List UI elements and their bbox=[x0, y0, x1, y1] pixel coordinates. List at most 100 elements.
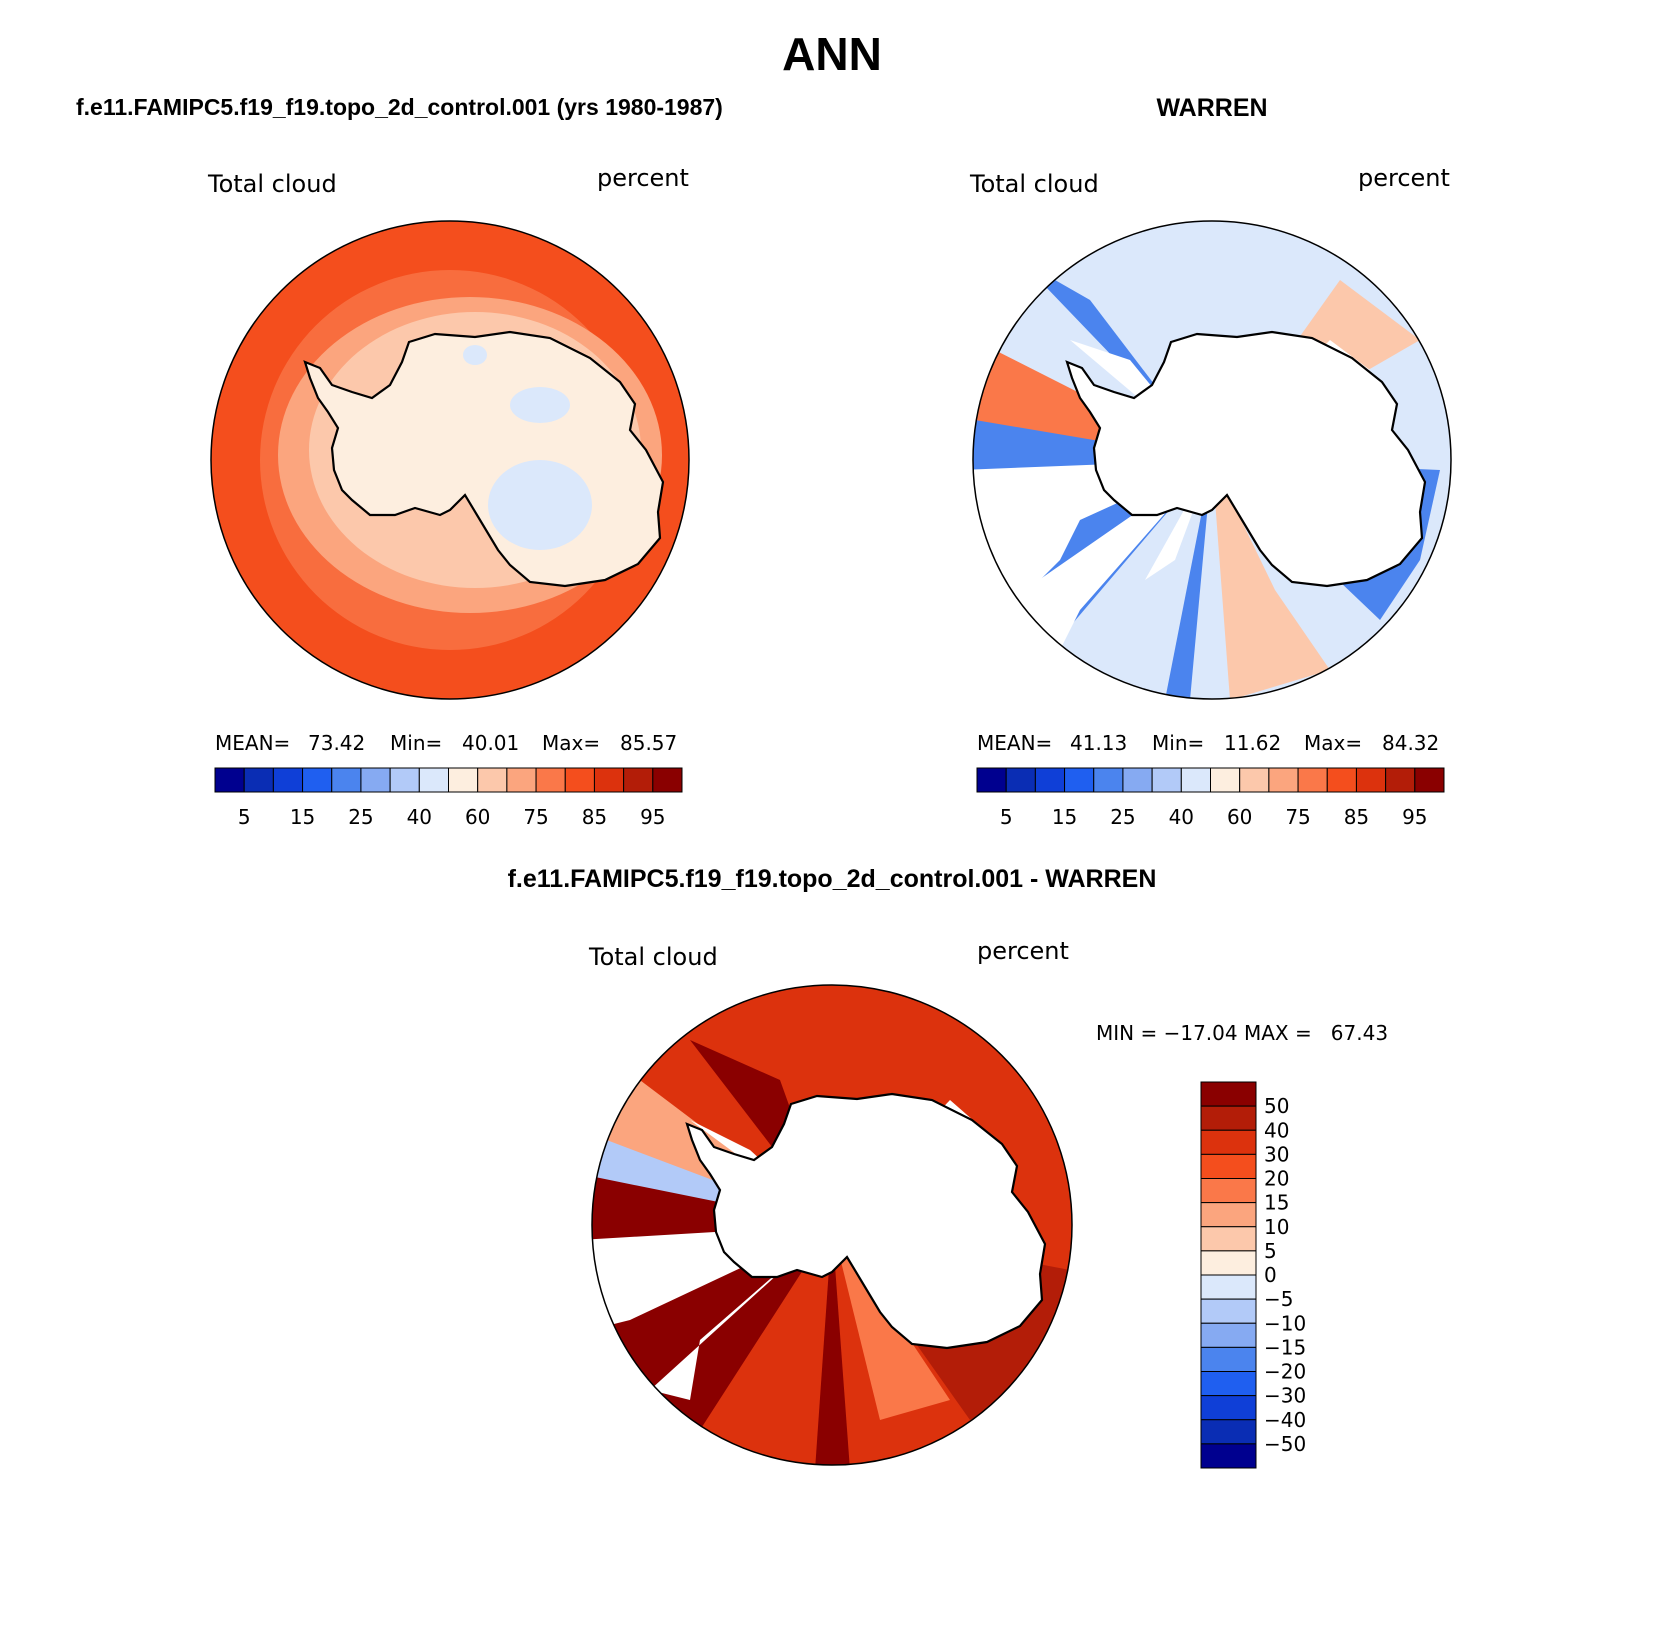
colorbar-tick-label: 50 bbox=[1264, 1094, 1289, 1118]
colorbar-swatch bbox=[1034, 767, 1066, 793]
colorbar-tick-label: 5 bbox=[1000, 805, 1013, 829]
colorbar-swatch bbox=[652, 767, 683, 793]
colorbar-swatch bbox=[535, 767, 566, 793]
colorbar-swatch bbox=[506, 767, 537, 793]
stat-max-value: 85.57 bbox=[620, 731, 677, 755]
colorbar-swatch bbox=[1326, 767, 1357, 793]
colorbar-tick-label: 30 bbox=[1264, 1142, 1289, 1166]
colorbar-swatch bbox=[1122, 767, 1153, 793]
colorbar-tick-label: 15 bbox=[1052, 805, 1077, 829]
colorbar-swatch bbox=[1210, 767, 1241, 793]
panel-3-minmax: MIN = −17.04 MAX = 67.43 bbox=[1096, 1021, 1388, 1045]
colorbar-swatch bbox=[1200, 1153, 1257, 1179]
colorbar-swatch bbox=[1200, 1105, 1257, 1131]
panel-1-units: percent bbox=[597, 164, 689, 192]
colorbar-swatch bbox=[1200, 1274, 1257, 1300]
colorbar-swatch bbox=[1064, 767, 1095, 793]
panel-2-units: percent bbox=[1358, 164, 1450, 192]
stat-mean-label: MEAN= bbox=[977, 731, 1052, 755]
colorbar-swatch bbox=[389, 767, 420, 793]
colorbar-tick-label: 60 bbox=[1227, 805, 1252, 829]
colorbar-swatch bbox=[593, 767, 625, 793]
colorbar-tick-label: −40 bbox=[1264, 1408, 1306, 1432]
colorbar-model: 5 15 25 40 60 75 85 95 bbox=[214, 767, 683, 829]
colorbar-tick-label: 40 bbox=[1169, 805, 1194, 829]
panel-2-title: WARREN bbox=[1156, 94, 1267, 122]
map-diff-field bbox=[592, 985, 1072, 1465]
panel-3-title: f.e11.FAMIPC5.f19_f19.topo_2d_control.00… bbox=[508, 865, 1157, 893]
panel-2-stats: MEAN= 41.13 Min= 11.62 Max= 84.32 bbox=[977, 731, 1439, 755]
colorbar-tick-label: 5 bbox=[238, 805, 251, 829]
colorbar-swatch bbox=[477, 767, 508, 793]
panel-1-variable: Total cloud bbox=[207, 170, 337, 198]
colorbar-tick-label: 40 bbox=[1264, 1118, 1289, 1142]
map-obs-field bbox=[973, 221, 1451, 699]
colorbar-swatch bbox=[1200, 1081, 1257, 1107]
stat-mean-label: MEAN= bbox=[215, 731, 290, 755]
panel-model: Total cloud percent MEAN= 73.42 Min= 40.… bbox=[207, 164, 690, 829]
colorbar-tick-label: 60 bbox=[465, 805, 490, 829]
colorbar-swatch bbox=[1200, 1129, 1257, 1155]
panel-obs: Total cloud percent MEAN= 41.13 Min= 11. bbox=[969, 164, 1452, 829]
colorbar-swatch bbox=[1200, 1226, 1257, 1252]
colorbar-tick-label: 15 bbox=[290, 805, 315, 829]
colorbar-tick-label: 0 bbox=[1264, 1263, 1277, 1287]
colorbar-swatch bbox=[1200, 1395, 1257, 1421]
colorbar-swatch bbox=[418, 767, 449, 793]
stat-min-label: Min= bbox=[390, 731, 442, 755]
colorbar-tick-label: 10 bbox=[1264, 1215, 1289, 1239]
panel-1-title: f.e11.FAMIPC5.f19_f19.topo_2d_control.00… bbox=[76, 94, 723, 120]
colorbar-swatch bbox=[1200, 1298, 1257, 1324]
colorbar-swatch bbox=[1297, 767, 1328, 793]
colorbar-tick-label: −20 bbox=[1264, 1360, 1306, 1384]
colorbar-swatch bbox=[1200, 1322, 1257, 1348]
colorbar-tick-label: 75 bbox=[1285, 805, 1310, 829]
colorbar-swatch bbox=[1180, 767, 1211, 793]
season-title: ANN bbox=[782, 28, 882, 80]
colorbar-swatch bbox=[448, 767, 479, 793]
colorbar-swatch bbox=[1200, 1346, 1257, 1372]
stat-max-label: Max= bbox=[542, 731, 600, 755]
colorbar-swatch bbox=[1385, 767, 1416, 793]
panel-diff: Total cloud percent MIN = −17.04 MAX = 6… bbox=[588, 937, 1388, 1469]
colorbar-swatch bbox=[1268, 767, 1299, 793]
colorbar-swatch bbox=[1200, 1371, 1257, 1397]
colorbar-tick-label: 95 bbox=[640, 805, 665, 829]
colorbar-tick-label: 15 bbox=[1264, 1191, 1289, 1215]
colorbar-tick-label: −50 bbox=[1264, 1432, 1306, 1456]
colorbar-swatch bbox=[1200, 1443, 1257, 1469]
colorbar-tick-label: −15 bbox=[1264, 1335, 1306, 1359]
colorbar-tick-label: 25 bbox=[348, 805, 373, 829]
colorbar-swatch bbox=[976, 767, 1007, 793]
colorbar-swatch bbox=[1200, 1178, 1257, 1204]
colorbar-swatch bbox=[302, 767, 333, 793]
colorbar-swatch bbox=[214, 767, 245, 793]
stat-min-value: 11.62 bbox=[1224, 731, 1281, 755]
colorbar-tick-label: 95 bbox=[1402, 805, 1427, 829]
colorbar-swatch bbox=[331, 767, 362, 793]
panel-3-variable: Total cloud bbox=[588, 943, 718, 971]
colorbar-swatch bbox=[1093, 767, 1124, 793]
colorbar-swatch bbox=[1200, 1250, 1257, 1276]
colorbar-swatch bbox=[623, 767, 654, 793]
colorbar-tick-label: 20 bbox=[1264, 1167, 1289, 1191]
colorbar-swatch bbox=[1005, 767, 1036, 793]
panel-1-stats: MEAN= 73.42 Min= 40.01 Max= 85.57 bbox=[215, 731, 677, 755]
map-model-field bbox=[211, 221, 689, 699]
stat-mean-value: 41.13 bbox=[1070, 731, 1127, 755]
colorbar-swatch bbox=[1200, 1202, 1257, 1228]
colorbar-tick-label: −5 bbox=[1264, 1287, 1293, 1311]
colorbar-tick-label: −10 bbox=[1264, 1311, 1306, 1335]
colorbar-tick-label: 40 bbox=[407, 805, 432, 829]
colorbar-swatch bbox=[360, 767, 391, 793]
colorbar-tick-label: 75 bbox=[523, 805, 548, 829]
stat-max-value: 84.32 bbox=[1382, 731, 1439, 755]
stat-mean-value: 73.42 bbox=[308, 731, 365, 755]
colorbar-tick-label: −30 bbox=[1264, 1384, 1306, 1408]
stat-max-label: Max= bbox=[1304, 731, 1362, 755]
colorbar-tick-label: 25 bbox=[1110, 805, 1135, 829]
stat-min-label: Min= bbox=[1152, 731, 1204, 755]
colorbar-swatch bbox=[1414, 767, 1445, 793]
colorbar-tick-label: 5 bbox=[1264, 1239, 1277, 1263]
